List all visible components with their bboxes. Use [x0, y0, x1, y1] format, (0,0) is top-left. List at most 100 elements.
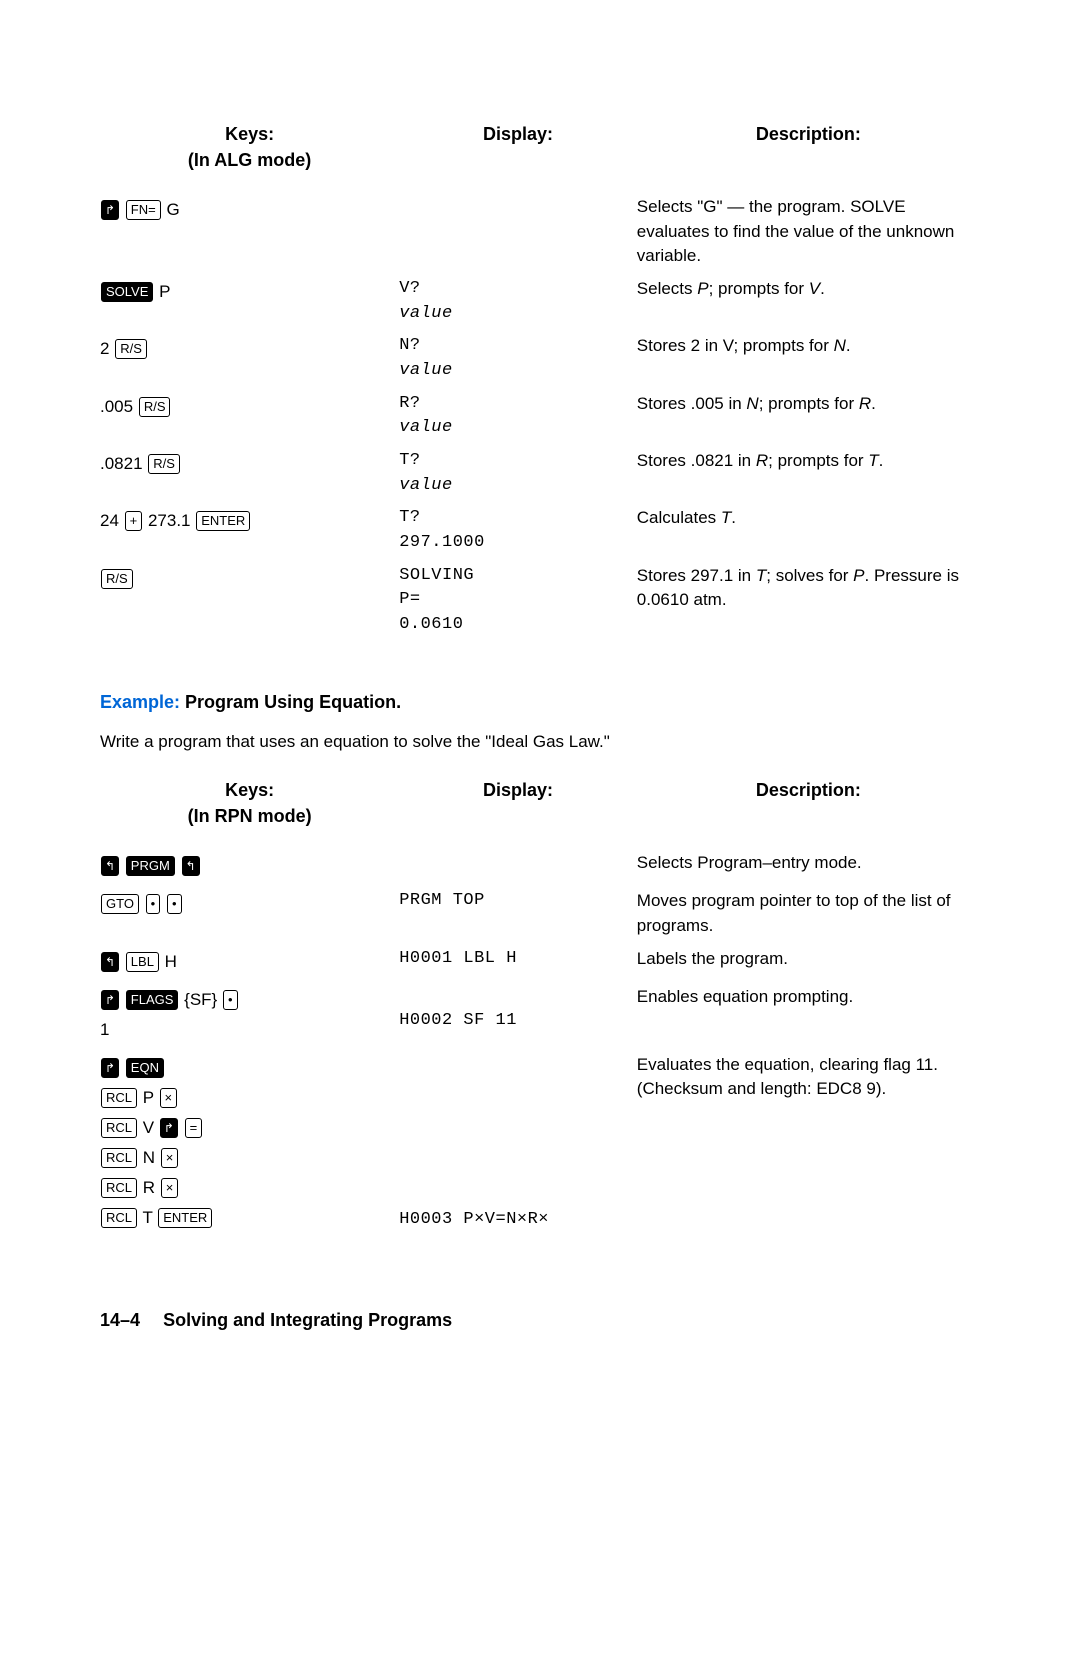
key-text: 2	[100, 339, 114, 358]
dot-key: •	[146, 894, 161, 914]
col-keys-head: Keys: (In RPN mode)	[100, 776, 399, 847]
plus-key: +	[125, 511, 143, 531]
rcl-key: RCL	[101, 1208, 137, 1228]
key-text: 1	[100, 1020, 109, 1039]
rcl-key: RCL	[101, 1118, 137, 1138]
rcl-letter: R	[143, 1178, 155, 1197]
col-desc-head: Description:	[637, 120, 980, 191]
desc-text: Selects Program–entry mode.	[637, 847, 980, 885]
display-line: H0003 P×V=N×R×	[399, 1208, 633, 1233]
example-body: Write a program that uses an equation to…	[100, 730, 980, 755]
desc-text: Enables equation prompting.	[637, 981, 980, 1049]
table-row: ↱ FN= G Selects "G" — the program. SOLVE…	[100, 191, 980, 273]
times-key: ×	[161, 1148, 179, 1168]
key-text: .0821	[100, 454, 147, 473]
shift-left-icon: ↰	[101, 952, 119, 972]
equals-key: =	[185, 1118, 203, 1138]
col-desc-head: Description:	[637, 776, 980, 847]
desc-text: Stores 297.1 in T; solves for P. Pressur…	[637, 560, 980, 642]
dot-key: •	[167, 894, 182, 914]
table-row: ↰ LBL H H0001 LBL H Labels the program.	[100, 943, 980, 981]
dot-key: •	[223, 990, 238, 1010]
table-row: ↰ PRGM ↰ Selects Program–entry mode.	[100, 847, 980, 885]
table-row: .005 R/S R? value Stores .005 in N; prom…	[100, 388, 980, 445]
shift-right-icon: ↱	[160, 1118, 178, 1138]
enter-key: ENTER	[158, 1208, 212, 1228]
enter-key: ENTER	[196, 511, 250, 531]
rs-key: R/S	[139, 397, 171, 417]
display-line: R?	[399, 392, 633, 417]
rcl-letter: N	[143, 1148, 155, 1167]
mode-label: (In RPN mode)	[188, 806, 312, 826]
display-line: value	[399, 474, 633, 499]
desc-text: Selects P; prompts for V.	[637, 273, 980, 330]
col-display-head: Display:	[399, 776, 637, 847]
shift-right-icon: ↱	[101, 1058, 119, 1078]
display-line: H0002 SF 11	[399, 1009, 633, 1034]
keys-label: Keys:	[225, 124, 274, 144]
rs-key: R/S	[148, 454, 180, 474]
display-line: V?	[399, 277, 633, 302]
lbl-key: LBL	[126, 952, 159, 972]
times-key: ×	[161, 1178, 179, 1198]
prgm-key: PRGM	[126, 856, 175, 876]
desc-text: Calculates T.	[637, 502, 980, 559]
example-label: Example:	[100, 692, 180, 712]
display-line: value	[399, 359, 633, 384]
footer-title: Solving and Integrating Programs	[163, 1310, 452, 1330]
display-line: value	[399, 302, 633, 327]
display-line: PRGM TOP	[399, 889, 633, 914]
table-row: R/S SOLVING P= 0.0610 Stores 297.1 in T;…	[100, 560, 980, 642]
gto-key: GTO	[101, 894, 139, 914]
solve-key: SOLVE	[101, 282, 153, 302]
display-line: P=	[399, 588, 633, 613]
desc-text: Moves program pointer to top of the list…	[637, 885, 980, 942]
desc-text: Labels the program.	[637, 943, 980, 981]
fn-key: FN=	[126, 200, 161, 220]
mode-label: (In ALG mode)	[188, 150, 311, 170]
rcl-letter: V	[143, 1118, 154, 1137]
desc-text: Stores .0821 in R; prompts for T.	[637, 445, 980, 502]
key-text: H	[165, 952, 177, 971]
display-line: 0.0610	[399, 613, 633, 638]
table-row: ↱ EQN RCL P × RCL V ↱ = RCL N × RCL R × …	[100, 1049, 980, 1237]
rpn-mode-table: Keys: (In RPN mode) Display: Description…	[100, 776, 980, 1236]
example-heading: Example: Program Using Equation.	[100, 689, 980, 715]
table-row: GTO • • PRGM TOP Moves program pointer t…	[100, 885, 980, 942]
shift-right-icon: ↱	[101, 200, 119, 220]
col-display-head: Display:	[399, 120, 637, 191]
key-text: {SF}	[184, 990, 222, 1009]
display-line: T?	[399, 449, 633, 474]
shift-left-icon: ↰	[182, 856, 200, 876]
rs-key: R/S	[115, 339, 147, 359]
page-number: 14–4	[100, 1310, 140, 1330]
display-line: T?	[399, 506, 633, 531]
col-keys-head: Keys: (In ALG mode)	[100, 120, 399, 191]
table-row: ↱ FLAGS {SF} • 1 H0002 SF 11 Enables equ…	[100, 981, 980, 1049]
table-row: 24 + 273.1 ENTER T? 297.1000 Calculates …	[100, 502, 980, 559]
rcl-key: RCL	[101, 1178, 137, 1198]
rcl-letter: T	[142, 1208, 152, 1227]
table-row: .0821 R/S T? value Stores .0821 in R; pr…	[100, 445, 980, 502]
desc-text: Selects "G" — the program. SOLVE evaluat…	[637, 191, 980, 273]
key-text: 24	[100, 511, 124, 530]
times-key: ×	[160, 1088, 178, 1108]
rs-key: R/S	[101, 569, 133, 589]
shift-left-icon: ↰	[101, 856, 119, 876]
key-text: .005	[100, 397, 138, 416]
display-line: SOLVING	[399, 564, 633, 589]
desc-text: Stores 2 in V; prompts for N.	[637, 330, 980, 387]
display-line: value	[399, 416, 633, 441]
rcl-key: RCL	[101, 1148, 137, 1168]
example-title: Program Using Equation.	[180, 692, 401, 712]
display-line: N?	[399, 334, 633, 359]
key-text: P	[159, 282, 170, 301]
key-text: 273.1	[148, 511, 195, 530]
key-text: G	[166, 200, 179, 219]
keys-label: Keys:	[225, 780, 274, 800]
display-line: H0001 LBL H	[399, 947, 633, 972]
alg-mode-table: Keys: (In ALG mode) Display: Description…	[100, 120, 980, 641]
table-row: 2 R/S N? value Stores 2 in V; prompts fo…	[100, 330, 980, 387]
flags-key: FLAGS	[126, 990, 179, 1010]
page-footer: 14–4 Solving and Integrating Programs	[100, 1307, 980, 1333]
